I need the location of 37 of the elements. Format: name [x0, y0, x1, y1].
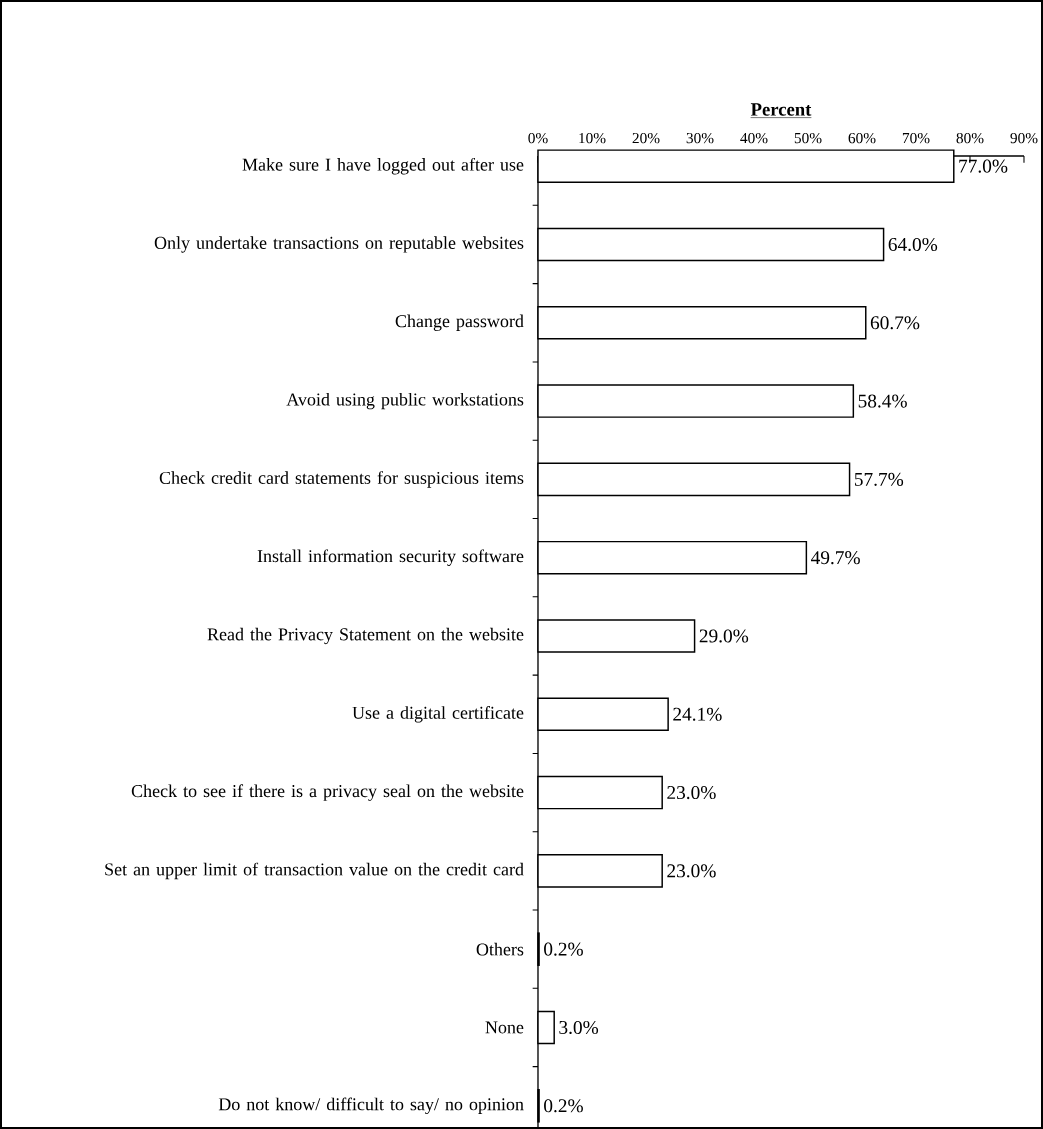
x-tick-label: 0%: [528, 132, 548, 144]
x-tick-label: 10%: [579, 132, 606, 144]
data-label: 0.2%: [544, 942, 583, 956]
data-label: 60.7%: [870, 316, 920, 330]
data-label: 3.0%: [559, 1020, 599, 1035]
x-axis-title: Percent: [750, 103, 812, 116]
data-label: 0.2%: [544, 1099, 583, 1113]
x-tick-label: 20%: [632, 132, 660, 144]
y-tick-label: Set an upper limit of transaction value on the credit card: [105, 862, 524, 880]
x-tick-label: 90%: [1010, 132, 1038, 144]
x-tick-label: 60%: [848, 132, 876, 144]
y-tick-label: Use a digital certificate: [352, 706, 524, 723]
y-tick-label: Only undertake transactions on reputable websites: [154, 236, 524, 253]
data-label: 49.7%: [811, 551, 860, 565]
y-tick-label: Check credit card statements for suspicious items: [159, 471, 524, 488]
y-tick-label: Make sure I have logged out after use: [242, 157, 524, 175]
data-label: 29.0%: [699, 629, 749, 643]
y-tick-label: Others: [476, 942, 524, 956]
x-tick-label: 40%: [740, 132, 768, 144]
y-tick-label: Install information security software: [257, 549, 524, 566]
y-tick-label: None: [485, 1021, 524, 1034]
data-label: 23.0%: [667, 864, 716, 878]
x-tick-label: 70%: [902, 132, 930, 144]
data-label: 23.0%: [667, 786, 716, 800]
data-label: 64.0%: [888, 237, 938, 252]
y-tick-label: Read the Privacy Statement on the website: [207, 627, 524, 645]
data-label: 77.0%: [959, 159, 1008, 173]
data-label: 24.1%: [673, 707, 722, 721]
data-label: 57.7%: [854, 472, 904, 486]
y-tick-label: Change password: [395, 314, 524, 331]
x-tick-label: 80%: [956, 132, 984, 144]
y-tick-label: Avoid using public workstations: [286, 392, 524, 410]
y-tick-label: Check to see if there is a privacy seal on the website: [131, 784, 524, 801]
x-tick-label: 50%: [794, 132, 822, 144]
x-tick-label: 30%: [686, 132, 714, 144]
data-label: 58.4%: [858, 394, 907, 408]
y-tick-label: Do not know/ difficult to say/ no opinion: [218, 1097, 524, 1115]
